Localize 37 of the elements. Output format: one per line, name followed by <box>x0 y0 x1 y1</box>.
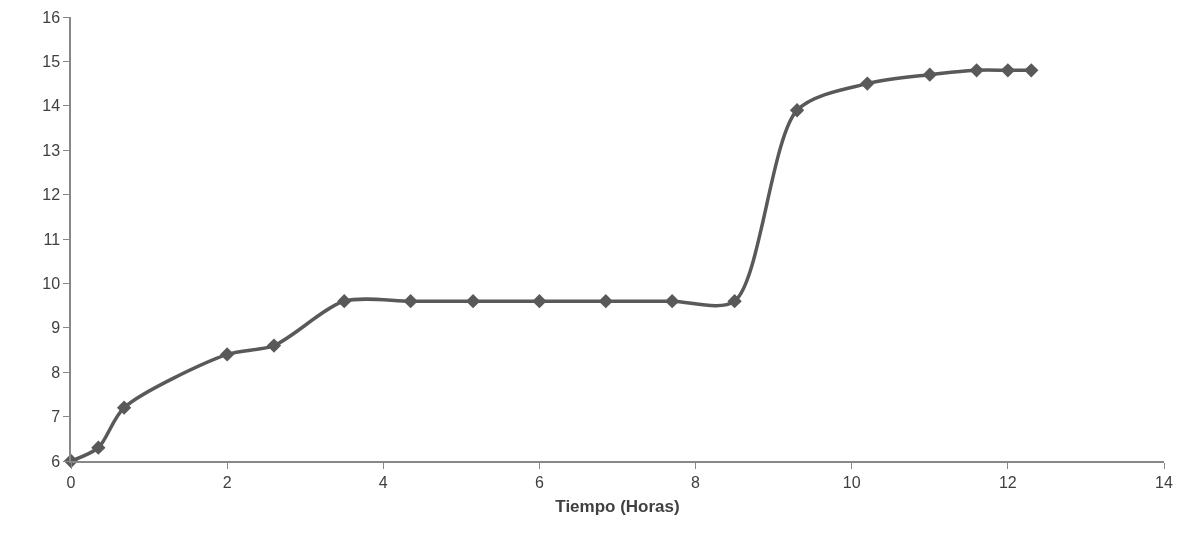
y-tick-label: 13 <box>42 141 61 159</box>
y-tick-label: 7 <box>51 408 61 426</box>
point <box>532 294 547 309</box>
point <box>969 63 984 78</box>
point <box>665 294 680 309</box>
point <box>116 400 132 415</box>
point <box>727 294 742 309</box>
point <box>403 294 418 309</box>
y-tick-label: 12 <box>42 186 61 204</box>
point <box>266 338 282 353</box>
y-tick-label: 9 <box>51 319 61 337</box>
x-tick-label: 4 <box>378 473 388 491</box>
x-tick-label: 10 <box>842 473 861 491</box>
point <box>922 67 937 82</box>
x-axis-title: Tiempo (Horas) <box>555 496 680 516</box>
x-tick-label: 2 <box>222 473 232 491</box>
y-tick-label: 8 <box>51 363 61 381</box>
y-tick-label: 11 <box>43 230 61 248</box>
y-tick-label: 6 <box>51 452 61 470</box>
point <box>465 294 481 309</box>
y-tick-label: 10 <box>42 275 61 292</box>
point <box>1000 63 1016 78</box>
y-tick-label: 15 <box>42 53 61 70</box>
x-tick-label: 0 <box>66 473 76 491</box>
y-tick-label: 14 <box>42 97 61 115</box>
point <box>789 103 805 118</box>
x-tick-label: 12 <box>998 473 1017 491</box>
x-tick-label: 6 <box>534 473 544 491</box>
y-tick-label: 16 <box>42 8 61 26</box>
point <box>219 347 235 362</box>
point <box>1024 63 1039 78</box>
point <box>598 294 613 309</box>
point <box>860 76 875 91</box>
x-tick-label: 8 <box>691 473 701 491</box>
x-tick-label: 14 <box>1155 473 1173 491</box>
point <box>337 294 352 309</box>
point <box>91 440 106 455</box>
